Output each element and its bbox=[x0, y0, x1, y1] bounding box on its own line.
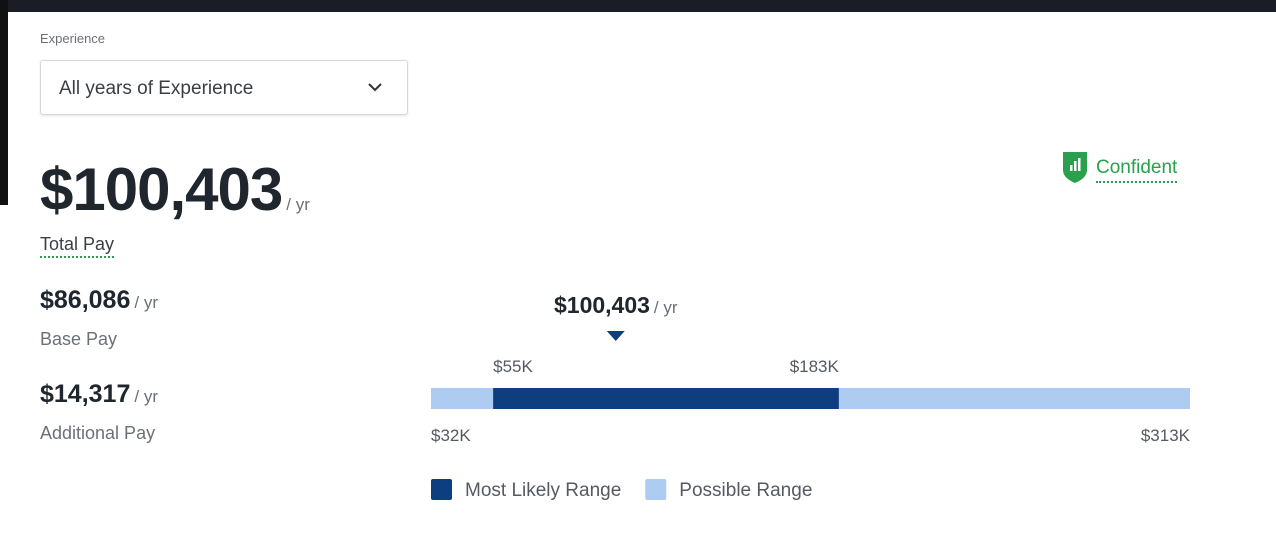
total-unit: / yr bbox=[286, 195, 310, 214]
range-label: $55K bbox=[493, 357, 533, 376]
dropdown-value: All years of Experience bbox=[59, 78, 254, 99]
base-label: Base Pay bbox=[40, 329, 118, 349]
additional-amount: $14,317 bbox=[40, 380, 131, 408]
legend-label: Possible Range bbox=[679, 480, 812, 501]
legend-label: Most Likely Range bbox=[465, 480, 621, 501]
range-label: $313K bbox=[1141, 426, 1191, 445]
side-image bbox=[0, 0, 8, 205]
chevron-icon bbox=[368, 83, 382, 92]
confidence-text: Confident bbox=[1096, 157, 1178, 183]
range-label: $32K bbox=[431, 426, 471, 445]
total-amount: $100,403 bbox=[40, 156, 283, 223]
legend-swatch bbox=[431, 479, 452, 500]
marker-label: $100,403/ yr bbox=[554, 292, 678, 318]
additional-unit: / yr bbox=[134, 387, 158, 406]
header-image bbox=[0, 0, 1276, 12]
range-label: $183K bbox=[790, 357, 840, 376]
experience-dropdown[interactable]: All years of Experience bbox=[40, 60, 408, 115]
base-unit: / yr bbox=[134, 293, 158, 312]
total-label: Total Pay bbox=[40, 234, 115, 258]
base-amount: $86,086 bbox=[40, 286, 131, 314]
marker-triangle bbox=[606, 331, 625, 341]
additional-label: Additional Pay bbox=[40, 423, 156, 443]
legend-swatch bbox=[645, 479, 667, 500]
experience-label: Experience bbox=[40, 31, 106, 46]
shield-icon bbox=[1063, 152, 1087, 183]
marker-amount: $100,403 bbox=[554, 292, 650, 318]
likely-range-bar bbox=[493, 388, 839, 409]
base-pay: $86,086/ yr bbox=[40, 286, 158, 315]
additional-pay: $14,317/ yr bbox=[40, 380, 158, 409]
total-pay: $100,403/ yr bbox=[40, 155, 310, 224]
marker-unit: / yr bbox=[654, 298, 678, 317]
total-label-text: Total Pay bbox=[40, 234, 115, 258]
